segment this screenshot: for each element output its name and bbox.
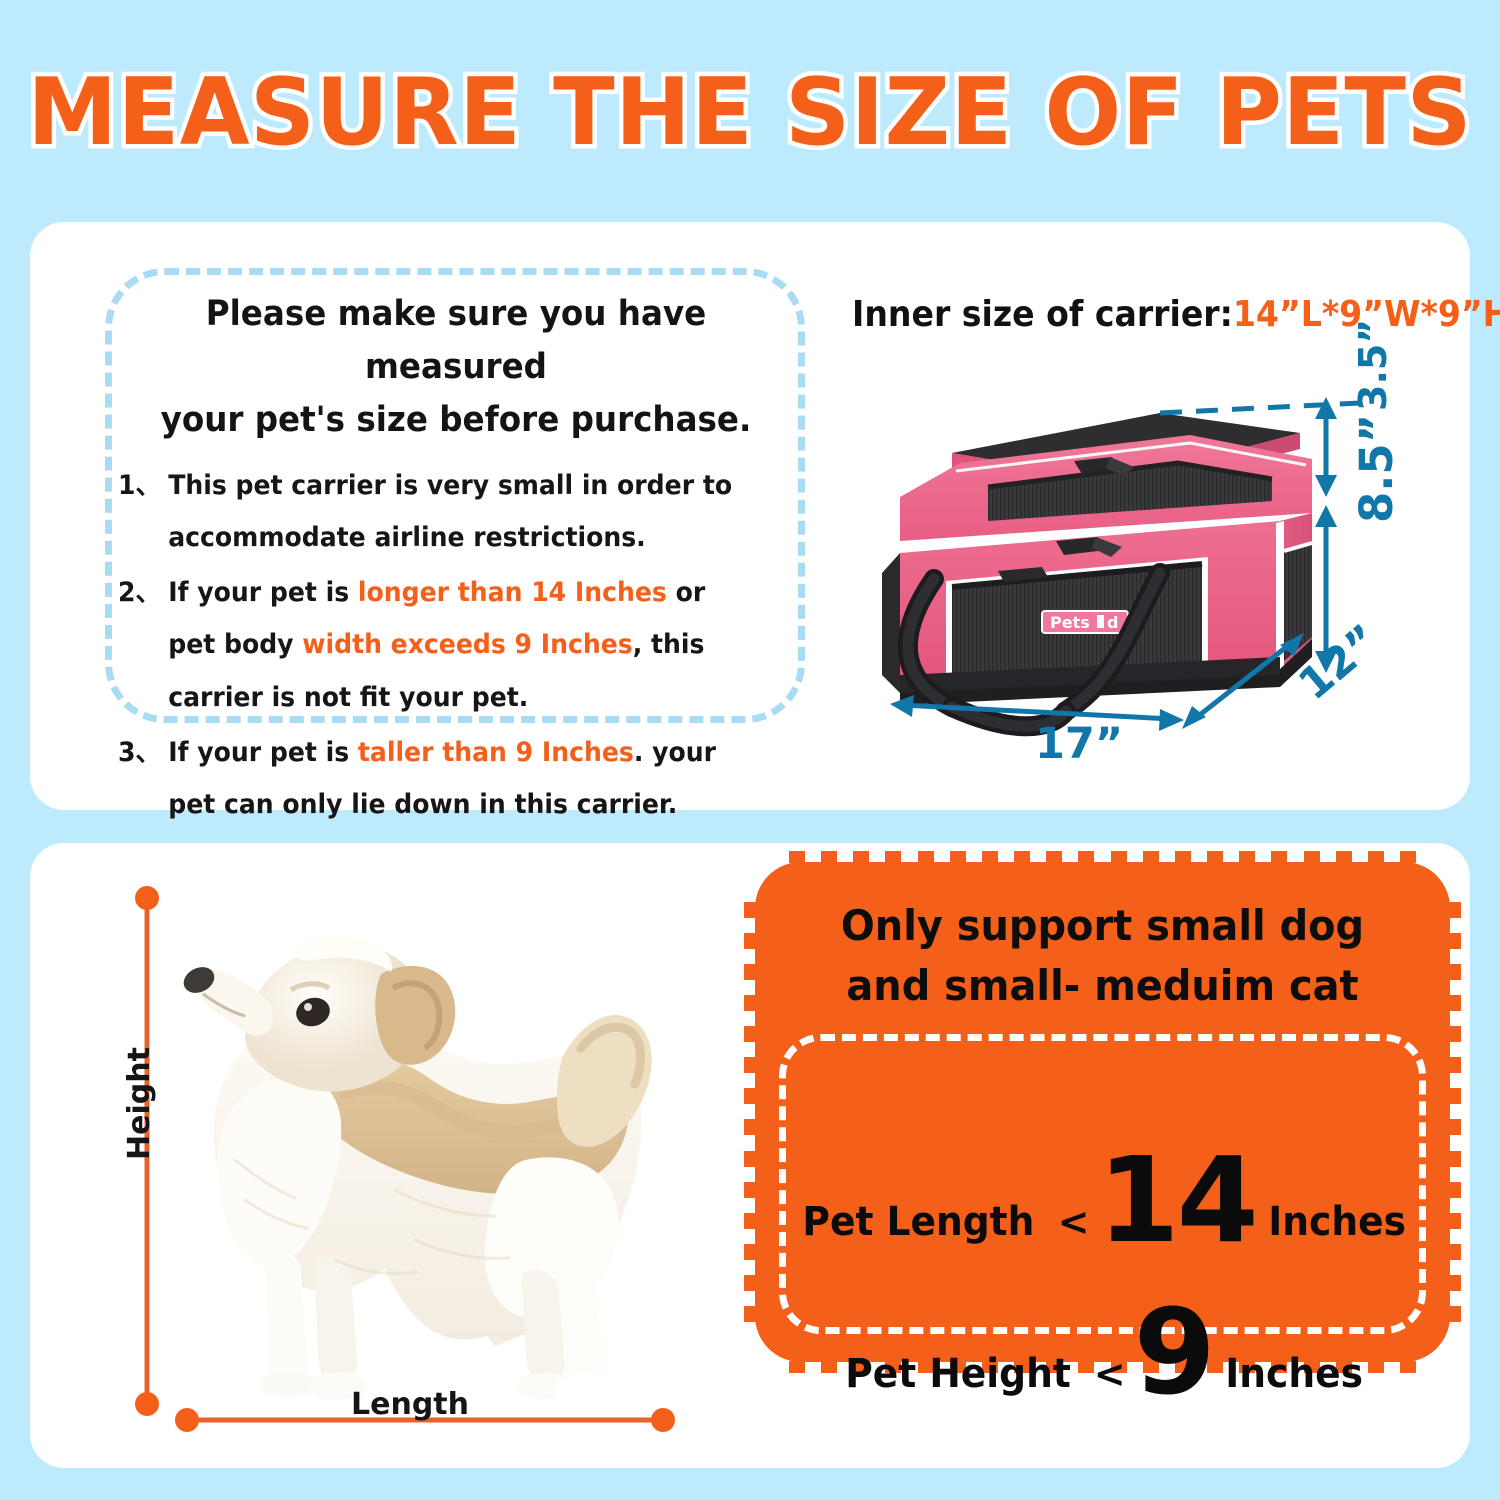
- notice-item-body: If your pet is longer than 14 Inches or …: [168, 567, 746, 725]
- length-endpoint-left: [175, 1408, 199, 1432]
- notice-text-plain: If your pet is: [168, 576, 358, 608]
- page-title-bar: MEASURE THE SIZE OF PETS: [0, 52, 1500, 172]
- notice-list: 1、 This pet carrier is very small in ord…: [118, 460, 794, 832]
- carrier-inner-size-label: Inner size of carrier:: [852, 294, 1233, 335]
- notice-item: 3、 If your pet is taller than 9 Inches. …: [118, 727, 747, 832]
- notice-text-plain: This pet carrier is very small in order …: [168, 469, 733, 554]
- notice-item: 1、 This pet carrier is very small in ord…: [118, 460, 747, 565]
- notice-headline-line1: Please make sure you have measured: [205, 294, 707, 388]
- panel-notches-top: [789, 851, 1416, 863]
- carrier-dim-body-section: 8.5”: [1350, 413, 1403, 523]
- carrier-image: Pets d: [882, 397, 1361, 737]
- carrier-inner-size-caption: Inner size of carrier:14”L*9”W*9”H: [852, 297, 1500, 333]
- carrier-dim-top-section: 3.5”: [1351, 318, 1395, 411]
- length-endpoint-right: [651, 1408, 675, 1432]
- svg-text:d: d: [1107, 613, 1118, 632]
- notice-headline-line2: your pet's size before purchase.: [160, 400, 752, 441]
- spec-value: 9: [1133, 1283, 1216, 1421]
- notice-text-highlight: taller than 9 Inches: [357, 736, 634, 768]
- spec-label: Pet Length: [802, 1199, 1035, 1245]
- spec-operator: <: [1093, 1352, 1126, 1396]
- spec-row-pet-height: Pet Height < 9 Inches: [755, 1283, 1450, 1421]
- orange-headline-line1: Only support small dog: [840, 901, 1365, 950]
- orange-panel-background: [755, 862, 1450, 1362]
- notice-text-plain: . your pet can only lie down in this car…: [168, 736, 716, 821]
- orange-panel-headline: Only support small dog and small- meduim…: [772, 896, 1432, 1015]
- carrier-dim-width: 17”: [1035, 719, 1124, 769]
- notice-dashed-border: [105, 268, 805, 723]
- carrier-inner-size-value: 14”L*9”W*9”H: [1232, 294, 1500, 335]
- spec-operator: <: [1057, 1200, 1090, 1244]
- spec-unit: Inches: [1225, 1351, 1363, 1397]
- supported-pet-size-panel: Only support small dog and small- meduim…: [744, 851, 1461, 1411]
- carrier-illustration: Pets d: [860, 319, 1440, 775]
- dog-length-label: Length: [351, 1387, 469, 1422]
- notice-item-number: 3、: [118, 736, 161, 768]
- notice-item-number: 2、: [118, 576, 161, 608]
- notice-text-highlight: longer than 14 Inches: [357, 576, 667, 608]
- notice-headline: Please make sure you have measured your …: [142, 288, 771, 448]
- orange-headline-line2: and small- meduim cat: [846, 960, 1359, 1010]
- page-title: MEASURE THE SIZE OF PETS: [23, 57, 1476, 166]
- dog-height-label: Height: [122, 1047, 157, 1160]
- notice-item-number: 1、: [118, 469, 161, 501]
- height-endpoint-top: [135, 886, 159, 910]
- spec-value: 14: [1097, 1131, 1258, 1269]
- notice-item-body: This pet carrier is very small in order …: [168, 460, 746, 565]
- panel-notches-bottom: [789, 1361, 1416, 1373]
- notice-item-body: If your pet is taller than 9 Inches. you…: [168, 727, 746, 832]
- spec-row-pet-length: Pet Length < 14 Inches: [755, 1131, 1450, 1269]
- dog-photo: [183, 935, 652, 1402]
- notice-text-plain: If your pet is: [168, 736, 358, 768]
- notice-item: 2、 If your pet is longer than 14 Inches …: [118, 567, 747, 725]
- spec-unit: Inches: [1267, 1199, 1406, 1245]
- dog-measurement-diagram: Height Length: [95, 860, 715, 1450]
- svg-text:Pets: Pets: [1050, 613, 1090, 632]
- measure-guides: [135, 886, 675, 1432]
- panel-notches-left: [744, 902, 756, 1322]
- height-endpoint-bottom: [135, 1392, 159, 1416]
- notice-text-plain: or pet body: [168, 576, 706, 661]
- spec-label: Pet Height: [844, 1351, 1071, 1397]
- notice-text-highlight: width exceeds 9 Inches: [302, 629, 633, 661]
- spec-dashed-border: [779, 1034, 1426, 1334]
- panel-notches-right: [1449, 902, 1461, 1322]
- notice-content: Please make sure you have measured your …: [118, 288, 794, 834]
- notice-text-plain: , this carrier is not fit your pet.: [168, 629, 705, 714]
